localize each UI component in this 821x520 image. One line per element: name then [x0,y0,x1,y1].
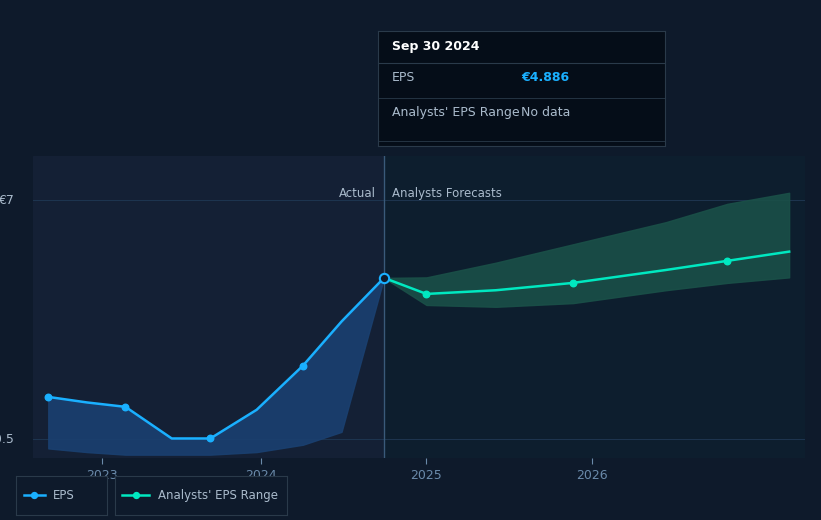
Text: €7: €7 [0,193,13,206]
Text: EPS: EPS [53,489,74,502]
Point [119,402,132,411]
Point [383,314,396,322]
Point [219,314,232,322]
Text: Sep 30 2024: Sep 30 2024 [392,41,479,54]
Point [721,257,734,265]
Point [378,274,391,282]
Text: No data: No data [521,106,571,119]
Text: EPS: EPS [392,71,415,84]
Text: €4.886: €4.886 [521,71,570,84]
Point [204,434,217,443]
Bar [384,156,805,458]
Text: Actual: Actual [339,187,376,200]
Bar [33,156,384,458]
Point [296,361,310,370]
Text: Analysts' EPS Range: Analysts' EPS Range [158,489,278,502]
Point [42,393,55,401]
Point [566,279,580,287]
Text: Analysts' EPS Range: Analysts' EPS Range [392,106,520,119]
Text: €0.5: €0.5 [0,433,13,446]
Point [420,290,433,298]
Text: Analysts Forecasts: Analysts Forecasts [392,187,502,200]
